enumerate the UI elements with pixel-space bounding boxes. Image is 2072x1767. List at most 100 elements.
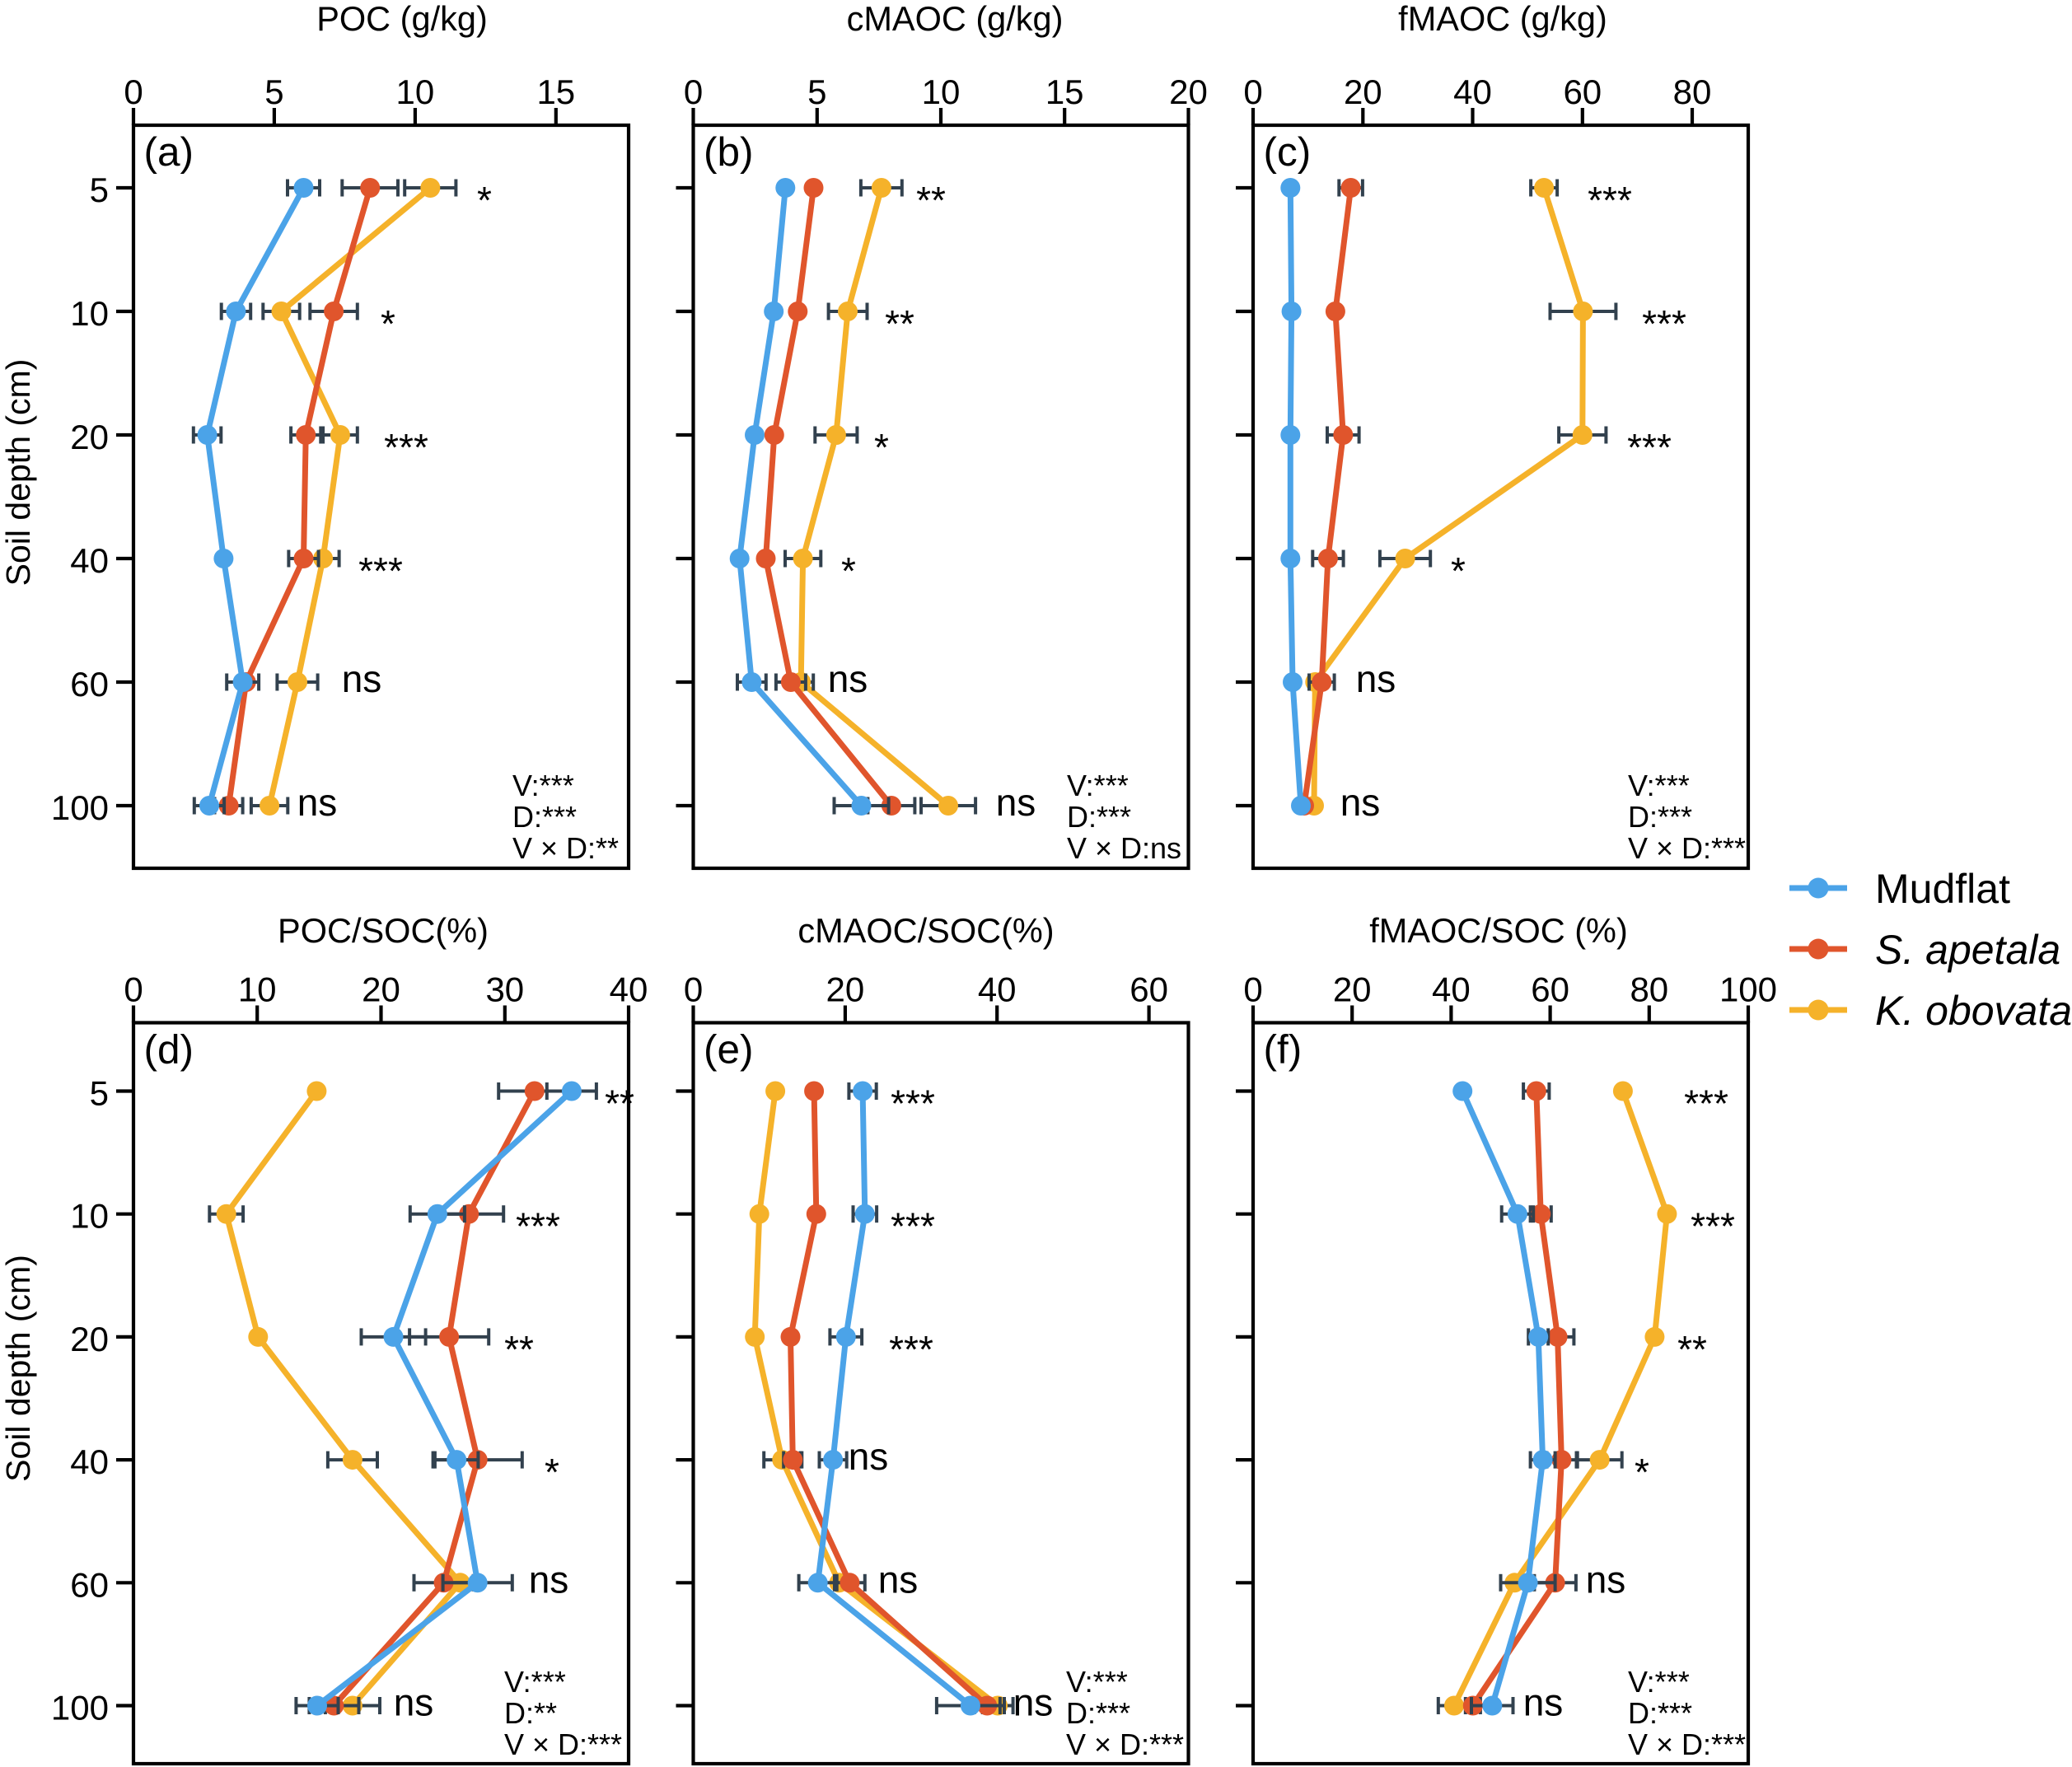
svg-text:ns: ns [529, 1558, 569, 1601]
svg-text:V × D:***: V × D:*** [504, 1727, 622, 1761]
svg-text:***: *** [889, 1328, 933, 1371]
svg-text:10: 10 [238, 970, 277, 1009]
svg-text:(c): (c) [1264, 129, 1312, 175]
svg-text:5: 5 [264, 72, 283, 111]
svg-text:(b): (b) [704, 129, 754, 175]
svg-text:20: 20 [362, 970, 400, 1009]
svg-text:20: 20 [1344, 72, 1382, 111]
svg-text:**: ** [885, 302, 914, 345]
svg-text:*: * [841, 549, 856, 592]
svg-text:cMAOC/SOC(%): cMAOC/SOC(%) [797, 911, 1054, 950]
svg-text:V × D:**: V × D:** [512, 831, 619, 865]
svg-text:V:***: V:*** [1628, 1665, 1690, 1699]
svg-text:***: *** [1691, 1205, 1735, 1248]
svg-text:***: *** [358, 549, 403, 592]
svg-text:D:***: D:*** [1628, 800, 1692, 834]
svg-text:*: * [545, 1451, 559, 1494]
svg-text:ns: ns [1523, 1681, 1564, 1724]
svg-text:0: 0 [684, 72, 703, 111]
svg-text:60: 60 [70, 665, 109, 704]
svg-text:30: 30 [485, 970, 524, 1009]
svg-text:D:***: D:*** [1066, 1696, 1130, 1730]
svg-text:40: 40 [1453, 72, 1492, 111]
svg-text:*: * [477, 179, 492, 222]
svg-text:40: 40 [1432, 970, 1471, 1009]
svg-text:***: *** [516, 1205, 560, 1248]
svg-text:60: 60 [70, 1565, 109, 1604]
svg-text:fMAOC (g/kg): fMAOC (g/kg) [1398, 0, 1607, 38]
svg-text:10: 10 [922, 72, 961, 111]
svg-text:ns: ns [828, 657, 868, 700]
svg-text:V:***: V:*** [1067, 769, 1129, 802]
svg-text:V × D:***: V × D:*** [1628, 831, 1746, 865]
svg-text:20: 20 [826, 970, 865, 1009]
svg-text:Soil depth (cm): Soil depth (cm) [0, 359, 37, 587]
svg-text:ns: ns [1356, 657, 1396, 700]
svg-text:ns: ns [394, 1681, 434, 1724]
svg-text:0: 0 [684, 970, 703, 1009]
svg-text:10: 10 [396, 72, 435, 111]
svg-text:*: * [381, 302, 395, 345]
svg-text:ns: ns [297, 781, 338, 824]
svg-text:10: 10 [70, 1197, 109, 1236]
svg-text:Soil depth (cm): Soil depth (cm) [0, 1255, 37, 1482]
svg-text:100: 100 [51, 788, 109, 827]
svg-text:***: *** [891, 1205, 935, 1248]
svg-text:(e): (e) [704, 1027, 754, 1073]
svg-text:5: 5 [90, 171, 109, 209]
svg-text:V × D:***: V × D:*** [1628, 1727, 1746, 1761]
svg-text:0: 0 [124, 970, 143, 1009]
svg-text:S. apetala: S. apetala [1875, 927, 2060, 973]
svg-text:V:***: V:*** [504, 1665, 566, 1699]
svg-text:(f): (f) [1264, 1027, 1303, 1073]
svg-text:D:***: D:*** [1067, 800, 1131, 834]
svg-text:**: ** [504, 1328, 534, 1371]
svg-text:15: 15 [1045, 72, 1084, 111]
svg-text:*: * [1635, 1451, 1649, 1494]
svg-text:D:***: D:*** [512, 800, 577, 834]
svg-text:5: 5 [90, 1074, 109, 1113]
svg-text:***: *** [384, 426, 428, 469]
svg-text:*: * [1451, 549, 1466, 592]
svg-text:***: *** [891, 1082, 935, 1125]
svg-text:0: 0 [124, 72, 143, 111]
svg-text:(d): (d) [144, 1027, 194, 1073]
svg-text:40: 40 [978, 970, 1017, 1009]
svg-text:V:***: V:*** [512, 769, 574, 802]
svg-text:ns: ns [849, 1435, 889, 1478]
svg-text:**: ** [916, 179, 946, 222]
svg-text:POC (g/kg): POC (g/kg) [316, 0, 488, 38]
svg-text:cMAOC (g/kg): cMAOC (g/kg) [847, 0, 1064, 38]
svg-text:60: 60 [1563, 72, 1602, 111]
svg-text:10: 10 [70, 294, 109, 333]
svg-text:100: 100 [1719, 970, 1777, 1009]
svg-text:40: 40 [610, 970, 648, 1009]
svg-text:POC/SOC(%): POC/SOC(%) [278, 911, 489, 950]
svg-text:***: *** [1642, 302, 1686, 345]
svg-text:V × D:***: V × D:*** [1066, 1727, 1184, 1761]
svg-text:***: *** [1627, 426, 1672, 469]
svg-text:80: 80 [1673, 72, 1712, 111]
svg-text:V × D:ns: V × D:ns [1067, 831, 1181, 865]
svg-text:ns: ns [1013, 1681, 1054, 1724]
svg-text:Mudflat: Mudflat [1875, 866, 2010, 912]
svg-text:**: ** [1677, 1328, 1707, 1371]
svg-text:20: 20 [70, 418, 109, 456]
svg-text:15: 15 [536, 72, 575, 111]
svg-text:K. obovata: K. obovata [1875, 988, 2072, 1034]
svg-text:20: 20 [1333, 970, 1372, 1009]
svg-text:fMAOC/SOC (%): fMAOC/SOC (%) [1369, 911, 1628, 950]
svg-text:***: *** [1684, 1082, 1728, 1125]
svg-text:ns: ns [996, 781, 1036, 824]
svg-text:20: 20 [1169, 72, 1208, 111]
svg-text:D:***: D:*** [1628, 1696, 1692, 1730]
svg-text:ns: ns [1340, 781, 1381, 824]
svg-text:V:***: V:*** [1628, 769, 1690, 802]
svg-text:0: 0 [1243, 970, 1262, 1009]
svg-text:ns: ns [342, 657, 382, 700]
svg-text:ns: ns [878, 1558, 919, 1601]
svg-text:5: 5 [807, 72, 826, 111]
svg-text:**: ** [605, 1082, 634, 1125]
svg-text:60: 60 [1130, 970, 1168, 1009]
svg-text:40: 40 [70, 541, 109, 580]
